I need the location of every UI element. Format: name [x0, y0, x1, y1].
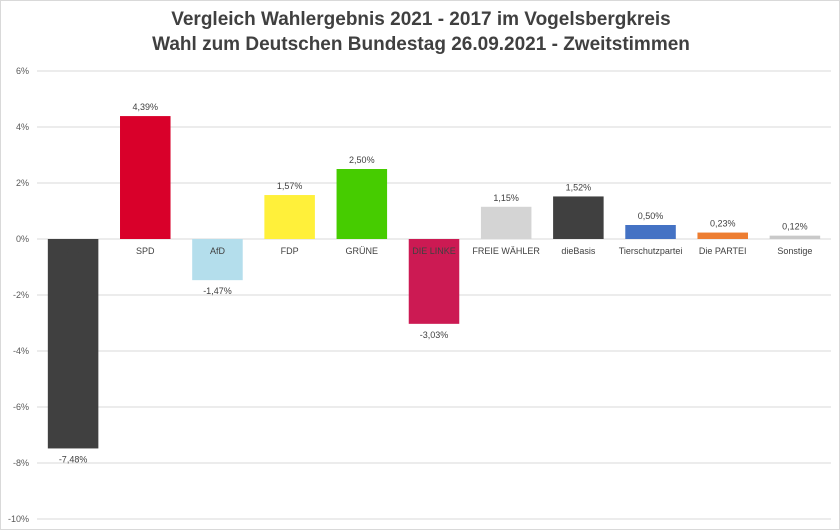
bar [697, 232, 748, 239]
category-label: GRÜNE [346, 246, 379, 256]
bar [480, 206, 532, 239]
y-tick-label: 2% [16, 178, 29, 188]
data-label: 1,52% [566, 182, 592, 192]
y-tick-label: -4% [13, 346, 29, 356]
category-label: FDP [281, 246, 299, 256]
data-label: -3,03% [420, 330, 449, 340]
y-tick-label: 0% [16, 234, 29, 244]
category-label: SPD [136, 246, 155, 256]
y-tick-label: 4% [16, 122, 29, 132]
bar [47, 239, 99, 449]
category-label: FREIE WÄHLER [472, 246, 540, 256]
chart-title: Vergleich Wahlergebnis 2021 - 2017 im Vo… [171, 9, 671, 30]
bar [625, 225, 676, 239]
data-label: 1,15% [493, 193, 519, 203]
category-label: DIE LINKE [412, 246, 456, 256]
y-tick-label: -6% [13, 402, 29, 412]
data-label: -1,47% [203, 286, 232, 296]
y-tick-label: -2% [13, 290, 29, 300]
category-label: CDU [63, 246, 83, 256]
category-label: Die PARTEI [699, 246, 747, 256]
data-label: 2,50% [349, 155, 375, 165]
data-label: -7,48% [59, 454, 88, 464]
bar [336, 169, 388, 239]
y-tick-label: -8% [13, 458, 29, 468]
data-label: 0,50% [638, 211, 664, 221]
category-label: AfD [210, 246, 226, 256]
bar [264, 195, 315, 239]
bar [553, 196, 604, 239]
y-tick-label: 6% [16, 66, 29, 76]
category-label: Tierschutzpartei [619, 246, 683, 256]
bar [408, 239, 460, 324]
data-label: 4,39% [133, 102, 159, 112]
bar [192, 239, 243, 281]
data-label: 0,12% [782, 222, 808, 232]
chart-subtitle: Wahl zum Deutschen Bundestag 26.09.2021 … [152, 34, 690, 55]
bar [120, 116, 171, 239]
y-tick-label: -10% [8, 514, 29, 524]
data-label: 1,57% [277, 181, 303, 191]
data-label: 0,23% [710, 219, 736, 229]
bar [769, 235, 821, 239]
category-label: dieBasis [561, 246, 596, 256]
category-label: Sonstige [777, 246, 812, 256]
